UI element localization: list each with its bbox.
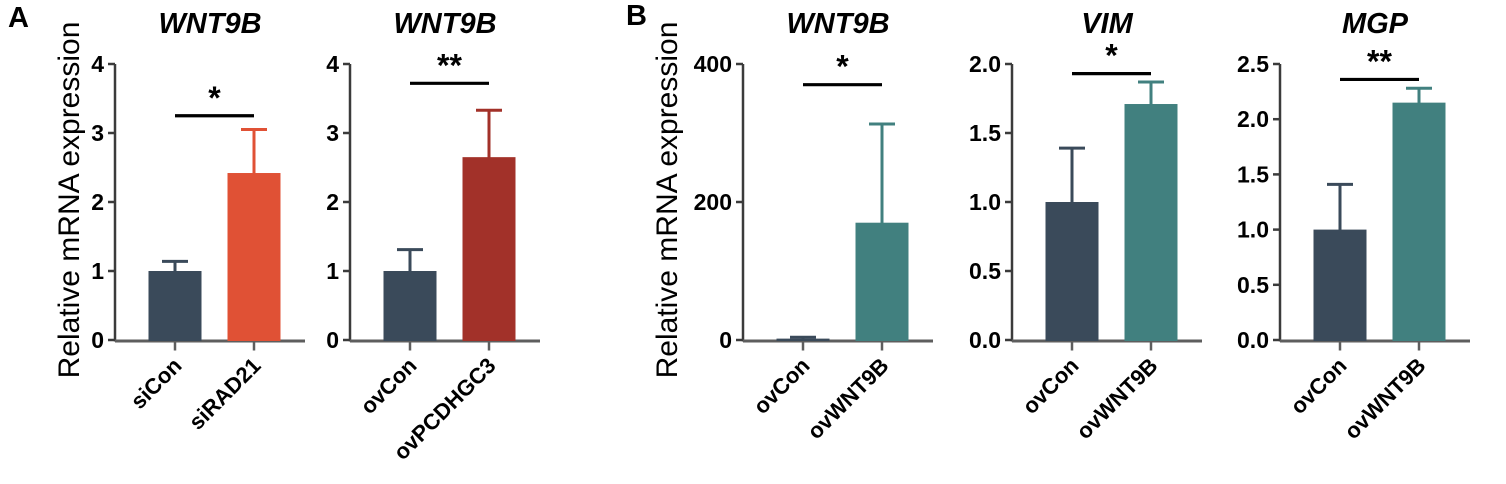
chart-title: WNT9B [158,8,262,40]
significance-stars: ** [437,47,462,83]
bar-ovPCDHGC3 [462,157,516,341]
y-tick-label: 2.0 [969,51,1001,77]
chart-a-wnt9b-sirad21: WNT9B 0 1 2 3 4 siCon siRAD21 * [60,0,310,484]
bar-ovCon [383,271,437,341]
chart-title: VIM [1081,8,1133,40]
x-category-label: ovWNT9B [1339,353,1430,444]
y-tick-label: 1 [91,258,104,284]
x-category-label: ovCon [355,353,421,419]
y-tick-label: 0 [326,327,339,353]
x-category-label: ovCon [748,353,814,419]
y-tick-label: 1.5 [1237,161,1269,187]
x-category-label: ovWNT9B [1071,353,1162,444]
bar-siCon [148,271,202,341]
y-tick-label: 0 [91,327,104,353]
y-tick-label: 200 [694,189,732,215]
y-tick-label: 0.0 [1237,327,1269,353]
x-category-label: siCon [126,353,187,414]
y-tick-label: 4 [91,51,104,77]
panel-label-a: A [8,2,29,34]
y-tick-label: 0.5 [1237,272,1269,298]
significance-stars: * [1105,38,1118,74]
panel-label-b: B [626,0,647,32]
significance-stars: * [836,49,849,85]
y-tick-label: 1.5 [969,120,1001,146]
y-tick-label: 1.0 [969,189,1001,215]
y-tick-label: 1 [326,258,339,284]
chart-title: WNT9B [393,8,497,40]
x-category-label: siRAD21 [184,353,266,435]
bar-ovWNT9B [1124,104,1178,341]
bar-ovWNT9B [1392,102,1446,341]
y-tick-label: 0.5 [969,258,1001,284]
y-tick-label: 0 [719,327,732,353]
y-tick-label: 1.0 [1237,217,1269,243]
chart-title: MGP [1341,8,1409,40]
y-axis-label-panel-b: Relative mRNA expression [651,21,684,379]
y-tick-label: 2.0 [1237,106,1269,132]
y-tick-label: 2 [91,189,104,215]
bar-siRAD21 [227,173,281,341]
significance-stars: ** [1367,43,1392,79]
x-category-label: ovCon [1285,353,1351,419]
chart-b-vim-ovwnt9b: VIM 0.0 0.5 1.0 1.5 2.0 ovCon ovWNT9B * [957,0,1207,484]
bar-ovWNT9B [855,222,909,341]
bar-ovCon [1045,202,1099,341]
chart-b-mgp-ovwnt9b: MGP 0.0 0.5 1.0 1.5 2.0 2.5 ovCon ovWNT9B ** [1225,0,1475,484]
chart-a-wnt9b-ovpcdhgc3: WNT9B 0 1 2 3 4 ovCon ovPCDHGC3 ** [295,0,545,484]
y-tick-label: 2.5 [1237,51,1269,77]
y-tick-label: 400 [694,51,732,77]
y-tick-label: 4 [326,51,339,77]
y-tick-label: 3 [91,120,104,146]
y-tick-label: 2 [326,189,339,215]
x-category-label: ovWNT9B [802,353,893,444]
significance-stars: * [208,80,221,116]
bar-ovCon [1313,229,1367,341]
bar-ovCon [776,338,830,341]
y-tick-label: 0.0 [969,327,1001,353]
chart-title: WNT9B [786,8,890,40]
x-category-label: ovCon [1017,353,1083,419]
chart-b-wnt9b-ovwnt9b: WNT9B 0 200 400 ovCon ovWNT9B * [688,0,938,484]
y-tick-label: 3 [326,120,339,146]
